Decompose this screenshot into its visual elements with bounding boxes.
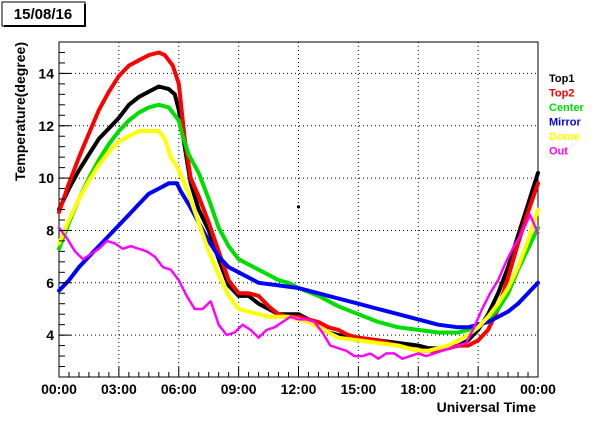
series-line-center [57, 102, 540, 335]
y-tick-label: 14 [38, 65, 54, 81]
chart-title: 15/08/16 [14, 6, 72, 23]
x-tick-label: 03:00 [101, 381, 137, 397]
y-tick-label: 4 [46, 327, 54, 343]
legend-entry-mirror: Mirror [549, 117, 582, 129]
x-tick-label: 09:00 [221, 381, 257, 397]
y-tick-label: 8 [46, 222, 54, 238]
series-layer [57, 50, 540, 360]
outlier-point [296, 205, 301, 209]
series-line-mirror [57, 181, 540, 330]
axis-ticks: 00:00 03:00 06:00 09:00 12:00 15:00 18:00 21:00… [38, 41, 556, 397]
y-tick-label: 6 [46, 275, 54, 291]
legend: Top1 Top2 Center Mirror Dome Out [549, 73, 585, 158]
y-axis-label: Temperature(degree) [12, 42, 28, 181]
series-line-dome [57, 129, 540, 353]
x-tick-label: 21:00 [460, 381, 496, 397]
legend-entry-dome: Dome [549, 131, 580, 143]
x-tick-label: 06:00 [161, 381, 197, 397]
title-box: 15/08/16 [1, 1, 86, 27]
legend-entry-out: Out [549, 146, 568, 158]
x-tick-label: 12:00 [281, 381, 317, 397]
y-tick-label: 12 [38, 118, 54, 134]
series-line-out [57, 213, 540, 360]
x-tick-label: 15:00 [340, 381, 376, 397]
legend-entry-top2: Top2 [549, 88, 574, 100]
x-tick-label: 00:00 [520, 381, 556, 397]
x-tick-label: 18:00 [400, 381, 436, 397]
legend-entry-top1: Top1 [549, 73, 574, 85]
y-tick-label: 10 [38, 170, 54, 186]
legend-entry-center: Center [549, 102, 585, 114]
x-axis-label: Universal Time [437, 399, 537, 415]
x-tick-label: 00:00 [41, 381, 77, 397]
